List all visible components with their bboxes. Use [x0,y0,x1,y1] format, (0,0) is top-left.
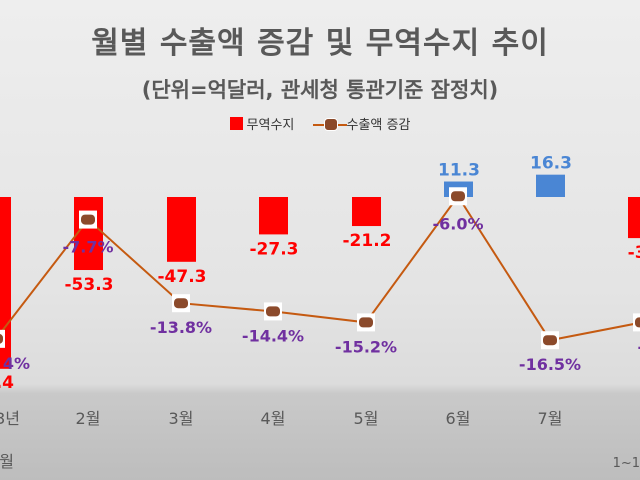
bar-value-label: 16.3 [530,154,572,174]
bar [0,197,11,369]
x-tick-sublabel: 1~1 [613,456,640,471]
legend-swatch-export-change [312,117,347,131]
chart-title: 월별 수출액 증감 및 무역수지 추이 [91,26,549,61]
bar-value-label: 11.3 [438,161,480,181]
line-value-label: 4% [3,354,30,373]
bar-value-label: -27.3 [250,239,299,259]
line-value-label: -15.2% [335,337,397,356]
line-marker-icon [81,214,95,225]
line-value-label: -15 [638,337,640,356]
bar [167,197,196,262]
bar-value-label: -30 [628,243,640,263]
line-value-label: -7.7% [62,238,113,257]
x-tick-label: 6월 [446,409,471,428]
line-marker-icon [359,317,373,328]
x-tick-label: 4월 [261,409,286,428]
line-marker-icon [174,298,188,309]
x-tick-label: 5월 [354,409,379,428]
line-value-label: -6.0% [432,214,483,233]
chart-subtitle: (단위=억달러, 관세청 통관기준 잠정치) [141,78,499,102]
x-tick-label: 2월 [76,409,101,428]
x-tick-label: 3월 [169,409,194,428]
bar-value-label: 5.4 [0,373,14,393]
line-value-label: -16.5% [519,355,581,374]
bar [74,197,103,271]
line-marker-icon [635,317,640,328]
line-series [0,194,640,342]
bar [352,197,381,227]
line-marker-icon [266,306,280,317]
line-value-label: -13.8% [150,318,212,337]
bar [628,197,640,239]
bar-value-label: -21.2 [343,231,392,251]
bar [536,174,565,197]
x-tick-label: 3년 [0,409,20,428]
line-marker-icon [0,333,3,344]
x-tick-label: 7월 [538,409,563,428]
bar-value-label: -47.3 [158,267,207,287]
line-marker-icon [451,191,465,202]
x-tick-sublabel: 월 [0,452,14,471]
legend: 무역수지 수출액 증감 [0,114,640,133]
legend-swatch-trade-balance [229,117,243,130]
bar [259,197,288,235]
bar-value-label: -53.3 [65,275,114,295]
line-value-label: -14.4% [242,326,304,345]
line-marker-icon [543,335,557,346]
legend-label-export-change: 수출액 증감 [346,118,411,133]
legend-label-trade-balance: 무역수지 [246,118,295,133]
